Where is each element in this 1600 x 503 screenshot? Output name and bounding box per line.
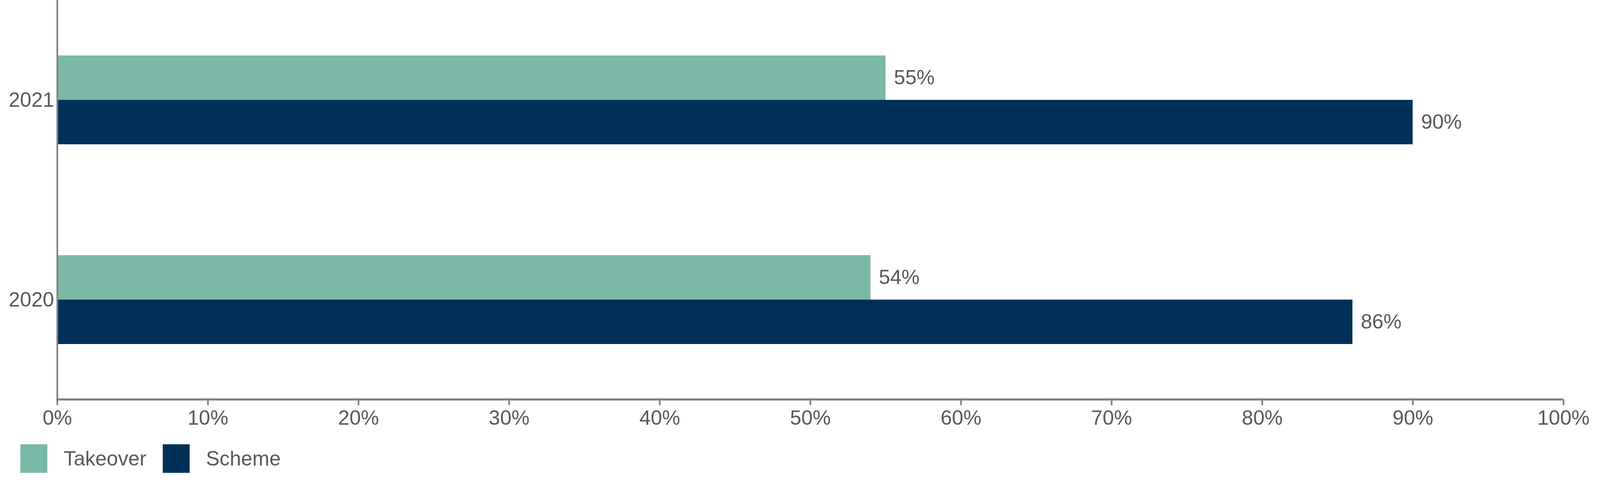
svg-text:20%: 20% [338, 406, 379, 430]
svg-text:80%: 80% [1241, 406, 1283, 430]
svg-text:55%: 55% [894, 66, 935, 89]
svg-text:54%: 54% [878, 265, 920, 289]
svg-text:0%: 0% [42, 406, 72, 430]
svg-text:100%: 100% [1537, 406, 1590, 430]
svg-text:70%: 70% [1091, 406, 1133, 430]
svg-text:10%: 10% [187, 406, 229, 430]
svg-text:60%: 60% [940, 406, 982, 430]
svg-text:50%: 50% [790, 406, 831, 430]
svg-text:40%: 40% [639, 406, 681, 430]
svg-text:30%: 30% [488, 406, 530, 430]
html-text:Scheme: Scheme [205, 447, 281, 471]
html-text:Takeover: Takeover [63, 447, 147, 471]
svg-text:2020: 2020 [8, 288, 54, 312]
svg-text:86%: 86% [1360, 310, 1402, 334]
svg-text:90%: 90% [1392, 406, 1434, 430]
svg-text:2021: 2021 [8, 88, 54, 112]
svg-text:90%: 90% [1420, 110, 1462, 134]
